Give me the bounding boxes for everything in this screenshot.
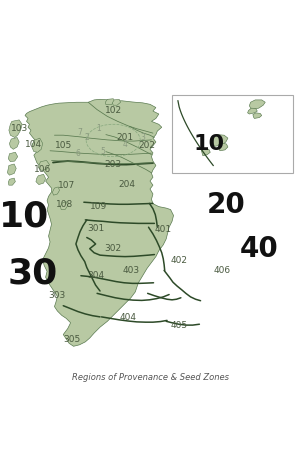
Polygon shape (248, 109, 257, 115)
Text: 201: 201 (116, 132, 134, 141)
Text: 302: 302 (105, 244, 122, 253)
Text: 20: 20 (207, 190, 246, 218)
Polygon shape (10, 138, 19, 150)
Polygon shape (253, 114, 262, 119)
Polygon shape (249, 101, 265, 110)
Text: 5: 5 (100, 147, 105, 156)
Text: Regions of Provenance & Seed Zones: Regions of Provenance & Seed Zones (71, 372, 229, 381)
Text: 30: 30 (7, 256, 58, 290)
Polygon shape (25, 100, 173, 347)
Text: 2: 2 (84, 132, 89, 141)
Text: 303: 303 (49, 291, 66, 300)
Polygon shape (36, 175, 46, 185)
Text: 109: 109 (90, 201, 107, 210)
Text: 3: 3 (140, 132, 145, 141)
Polygon shape (218, 144, 228, 151)
Polygon shape (212, 135, 228, 147)
Text: 106: 106 (34, 165, 51, 174)
Polygon shape (8, 178, 15, 186)
Text: 406: 406 (214, 266, 231, 275)
Text: 105: 105 (55, 141, 72, 150)
Polygon shape (9, 120, 22, 138)
Text: 40: 40 (239, 234, 278, 262)
Text: 402: 402 (171, 256, 188, 265)
Text: 102: 102 (105, 106, 122, 115)
Polygon shape (172, 96, 292, 173)
Text: 405: 405 (171, 320, 188, 329)
Polygon shape (38, 161, 50, 171)
Polygon shape (202, 149, 210, 157)
Polygon shape (32, 139, 43, 153)
Text: 107: 107 (58, 181, 75, 189)
Text: 204: 204 (118, 179, 135, 188)
Polygon shape (105, 99, 115, 105)
Polygon shape (8, 153, 18, 162)
Text: 108: 108 (56, 200, 74, 209)
Text: 104: 104 (25, 139, 42, 149)
Text: 203: 203 (105, 160, 122, 169)
Text: 202: 202 (139, 141, 156, 150)
Polygon shape (52, 188, 59, 196)
Text: 301: 301 (87, 223, 104, 232)
Text: 304: 304 (87, 270, 104, 279)
Text: 404: 404 (119, 313, 136, 322)
Text: 10: 10 (0, 199, 49, 233)
Text: 6: 6 (76, 149, 80, 158)
Text: 305: 305 (64, 335, 81, 344)
Text: 7: 7 (77, 128, 82, 137)
Text: 10: 10 (193, 134, 224, 154)
Polygon shape (112, 100, 121, 106)
Text: 401: 401 (155, 225, 172, 234)
Text: 1: 1 (96, 123, 101, 132)
Text: 403: 403 (122, 266, 140, 275)
Text: 4: 4 (123, 139, 128, 149)
Polygon shape (60, 202, 68, 210)
Polygon shape (8, 165, 16, 176)
Text: 103: 103 (11, 123, 28, 132)
